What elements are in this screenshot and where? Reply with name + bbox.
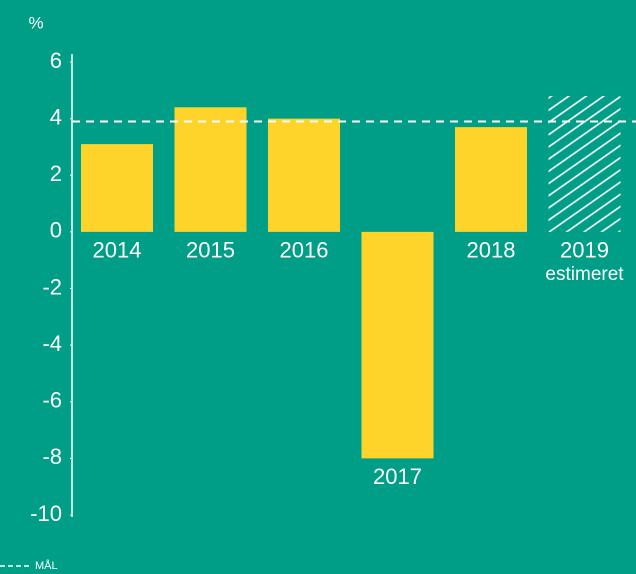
estimate-label: estimeret bbox=[545, 264, 624, 285]
y-tick-label: -6 bbox=[42, 388, 62, 413]
bar bbox=[174, 107, 247, 232]
y-tick-label: -8 bbox=[42, 444, 62, 469]
x-tick-label: 2014 bbox=[93, 238, 142, 263]
y-tick-label: 6 bbox=[50, 48, 62, 73]
y-tick-label: -4 bbox=[42, 331, 62, 356]
y-tick-label: 2 bbox=[50, 161, 62, 186]
bar bbox=[268, 118, 340, 232]
bar bbox=[81, 144, 153, 232]
x-tick-label: 2016 bbox=[280, 238, 329, 263]
x-tick-label: 2018 bbox=[467, 238, 516, 263]
y-tick-label: -10 bbox=[30, 501, 62, 526]
estimated-bar bbox=[548, 95, 621, 232]
bar bbox=[361, 231, 434, 459]
unit-label: % bbox=[28, 13, 43, 32]
y-tick-label: 4 bbox=[50, 104, 62, 129]
legend-label: MÅL bbox=[35, 559, 58, 572]
x-tick-label: 2017 bbox=[373, 464, 422, 489]
y-tick-label: -2 bbox=[42, 274, 62, 299]
bar bbox=[455, 127, 527, 232]
y-tick-label: 0 bbox=[50, 218, 62, 243]
x-tick-label: 2015 bbox=[186, 238, 235, 263]
x-tick-label: 2019 bbox=[560, 238, 609, 263]
